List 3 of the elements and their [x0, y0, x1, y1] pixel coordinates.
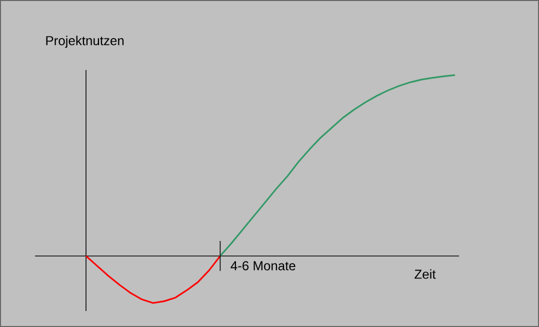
x-axis-title: Zeit [414, 269, 436, 279]
annotation: 4-6 Monate [230, 261, 296, 270]
y-axis-title: Projektnutzen [46, 36, 124, 48]
